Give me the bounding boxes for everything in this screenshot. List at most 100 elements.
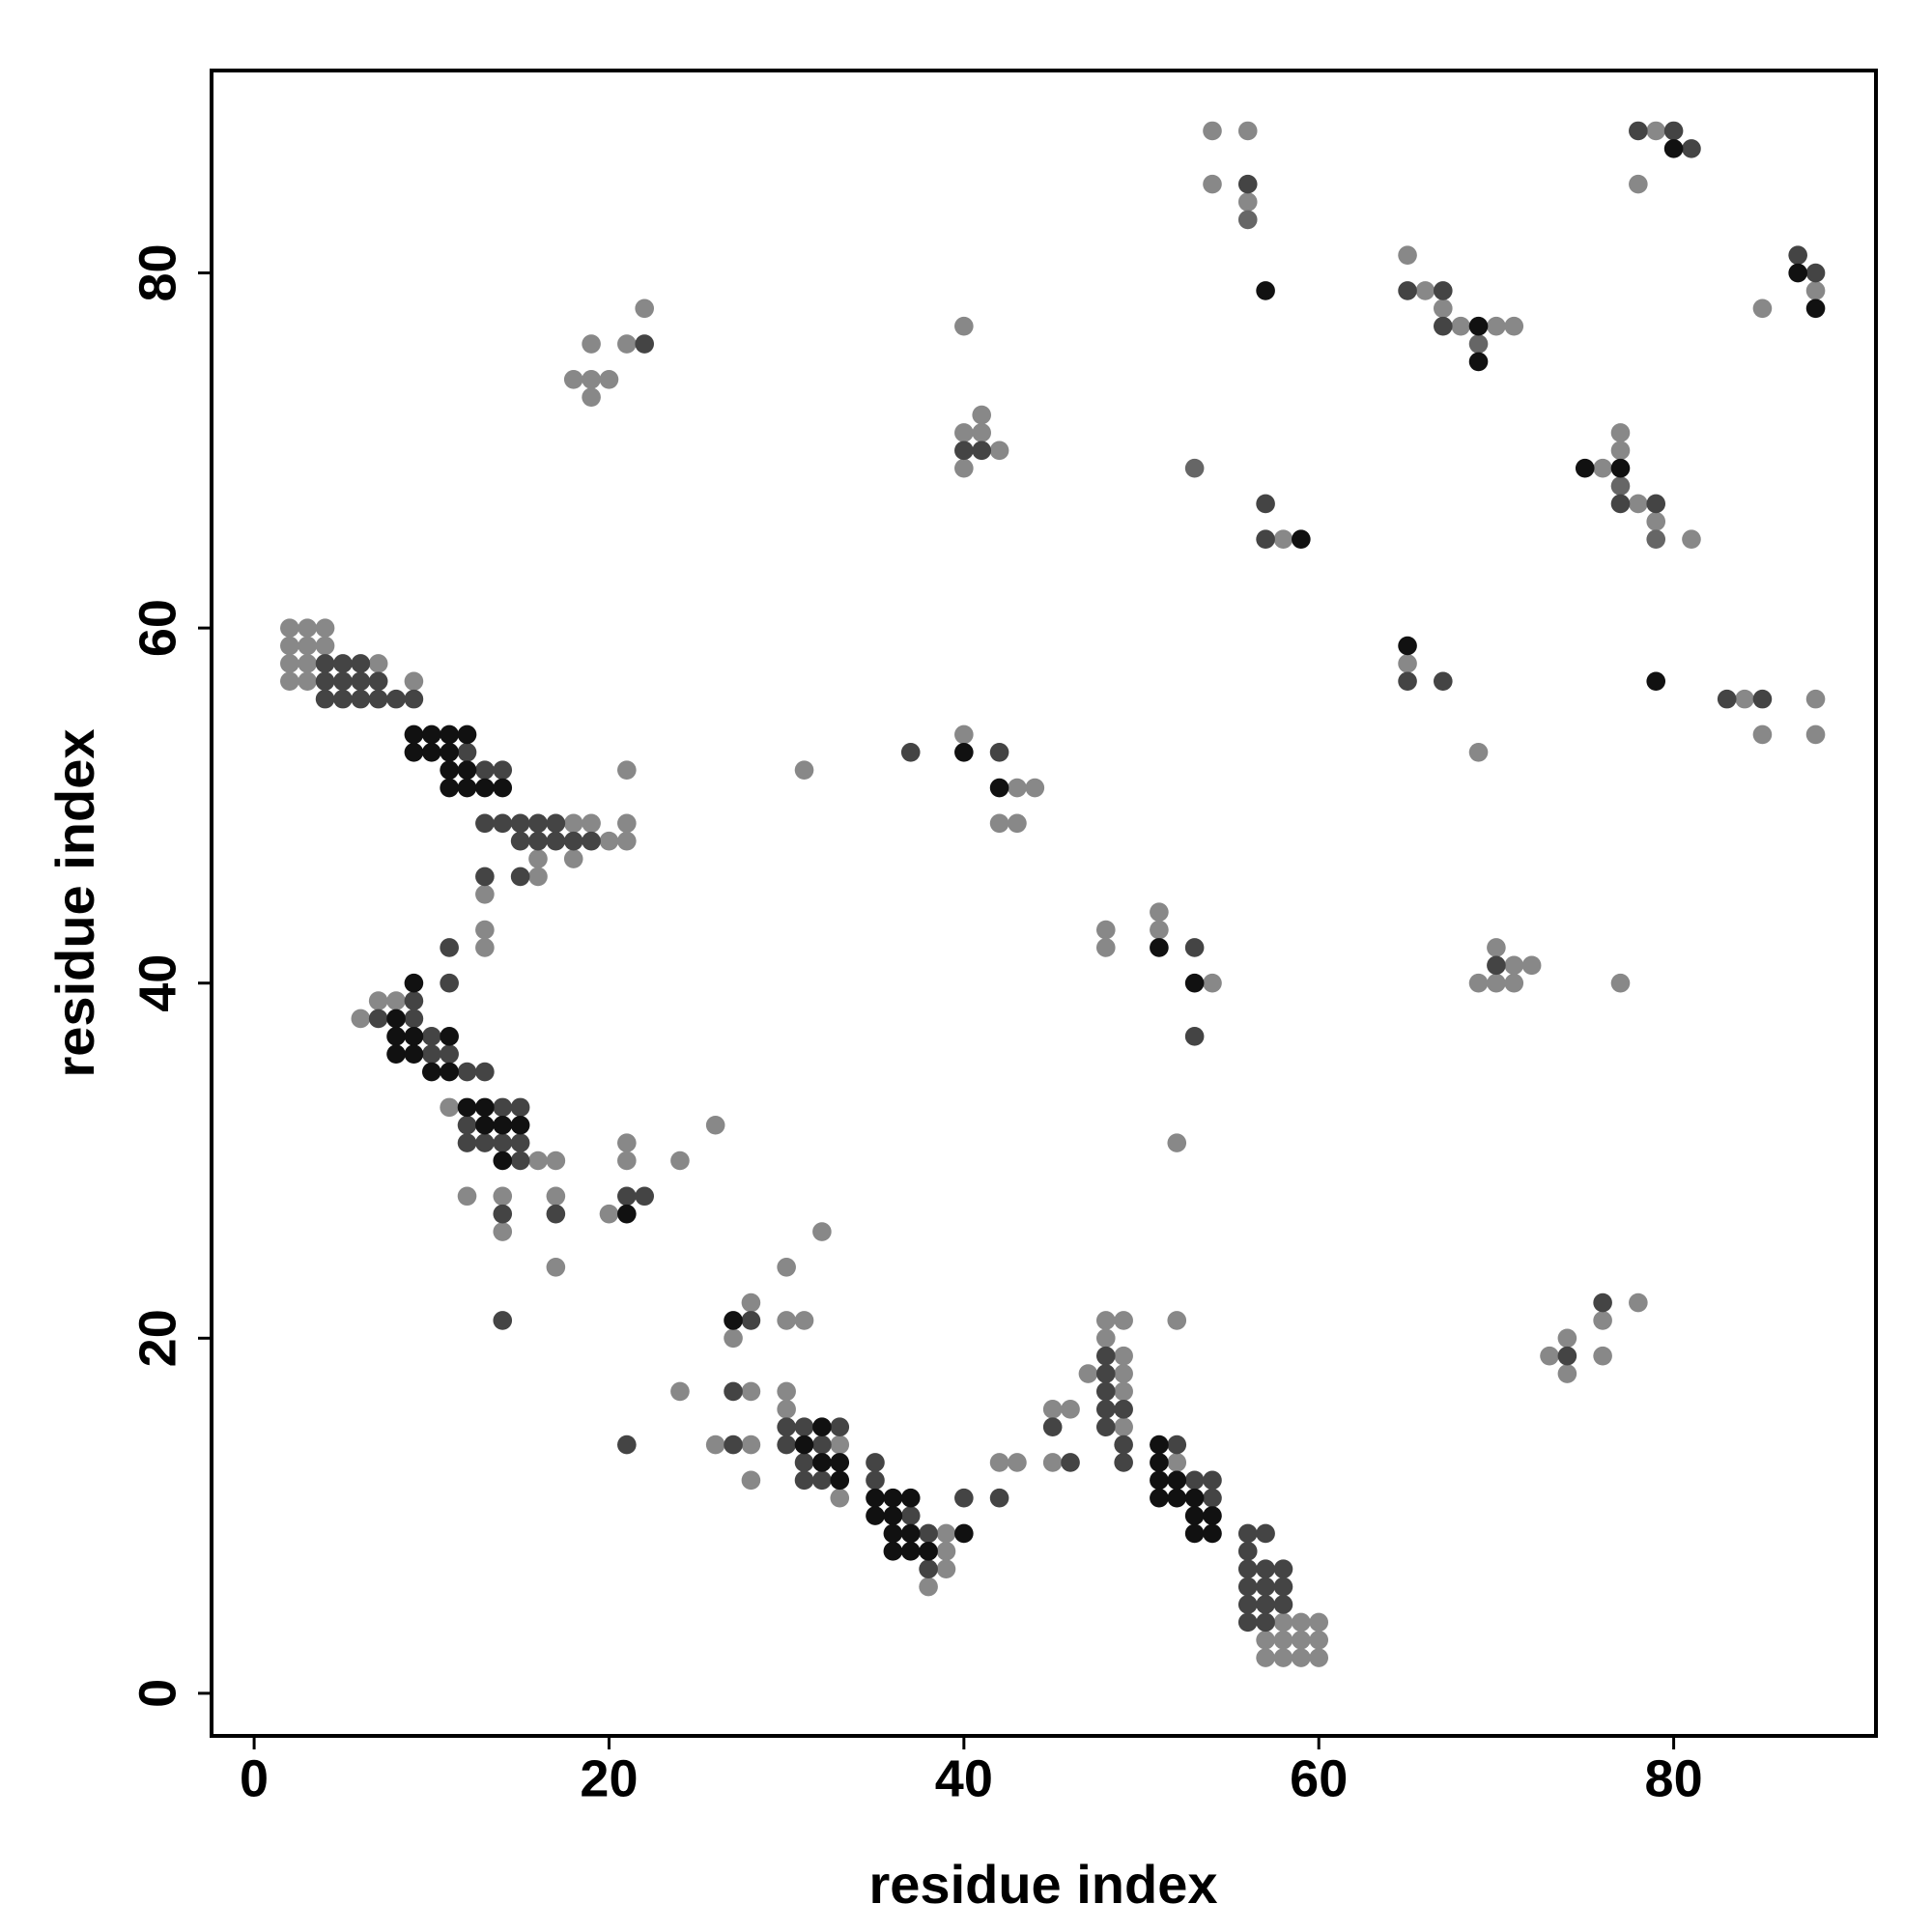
point	[670, 1381, 690, 1402]
point	[617, 1435, 637, 1455]
point	[1256, 281, 1275, 300]
point	[1150, 1453, 1169, 1472]
point	[900, 1488, 921, 1508]
point	[528, 849, 548, 868]
point	[457, 1062, 477, 1082]
point	[386, 689, 406, 709]
point	[1646, 512, 1666, 531]
point	[493, 1186, 513, 1207]
point	[670, 1151, 690, 1171]
point	[1292, 1612, 1311, 1633]
point	[440, 742, 459, 762]
point	[440, 1044, 459, 1065]
point	[777, 1381, 796, 1402]
point	[830, 1435, 850, 1455]
point	[1805, 281, 1826, 300]
point	[936, 1523, 956, 1544]
point	[866, 1506, 885, 1525]
point	[1593, 1293, 1612, 1313]
point	[1487, 938, 1506, 957]
point	[404, 671, 424, 692]
point	[1008, 1453, 1027, 1472]
point	[1292, 1648, 1311, 1667]
point	[1061, 1453, 1080, 1472]
point	[617, 831, 637, 851]
point	[582, 370, 601, 389]
point	[1575, 458, 1595, 478]
point	[1256, 1577, 1275, 1597]
point	[617, 1204, 637, 1224]
point	[563, 813, 583, 834]
point	[830, 1488, 850, 1508]
point	[475, 1062, 495, 1082]
point	[1114, 1435, 1133, 1455]
point	[1433, 316, 1453, 336]
point	[563, 849, 583, 868]
point	[582, 334, 601, 354]
point	[1629, 494, 1648, 514]
x-tick-label: 40	[935, 1749, 993, 1807]
point	[1487, 955, 1506, 976]
x-tick-label: 80	[1645, 1749, 1703, 1807]
point	[954, 1488, 974, 1508]
point	[1025, 778, 1045, 798]
point	[617, 813, 637, 834]
point	[280, 654, 299, 673]
point	[1682, 139, 1701, 158]
point	[1504, 955, 1524, 976]
point	[546, 1186, 566, 1207]
point	[794, 1417, 814, 1436]
point	[812, 1222, 832, 1241]
point	[404, 724, 424, 745]
point	[546, 831, 566, 851]
point	[617, 334, 637, 354]
point	[493, 778, 513, 798]
point	[493, 813, 513, 834]
point	[457, 1133, 477, 1152]
point	[298, 654, 317, 673]
point	[1203, 174, 1222, 194]
plot-frame	[210, 69, 1878, 1738]
point	[1557, 1364, 1577, 1383]
point	[421, 1027, 441, 1046]
point	[1184, 1470, 1205, 1491]
point	[1256, 529, 1275, 550]
point	[617, 1151, 637, 1171]
point	[1203, 973, 1222, 993]
point	[599, 831, 619, 851]
point	[830, 1470, 850, 1491]
point	[582, 831, 601, 851]
point	[1788, 245, 1807, 265]
point	[333, 689, 353, 709]
point	[1114, 1346, 1133, 1366]
point	[777, 1417, 796, 1436]
point	[475, 778, 495, 798]
point	[546, 1204, 566, 1224]
point	[404, 973, 424, 993]
point	[1095, 1364, 1116, 1383]
point	[475, 1115, 495, 1135]
point	[1805, 298, 1826, 319]
point	[351, 1009, 371, 1029]
point	[1273, 1630, 1293, 1650]
point	[919, 1577, 938, 1597]
point	[280, 671, 299, 692]
point	[989, 813, 1009, 834]
point	[1150, 920, 1169, 940]
point	[1184, 458, 1205, 478]
point	[1468, 742, 1489, 762]
point	[1256, 1595, 1275, 1614]
point	[1468, 334, 1489, 354]
point	[1237, 210, 1258, 230]
point	[989, 440, 1009, 461]
point	[1273, 1595, 1293, 1614]
point	[440, 1027, 459, 1046]
point	[812, 1470, 832, 1491]
point	[1095, 1417, 1116, 1436]
x-tick-label: 60	[1290, 1749, 1348, 1807]
point	[1451, 316, 1470, 336]
point	[1398, 281, 1417, 300]
point	[493, 1311, 513, 1330]
point	[705, 1435, 725, 1455]
point	[1184, 973, 1205, 993]
